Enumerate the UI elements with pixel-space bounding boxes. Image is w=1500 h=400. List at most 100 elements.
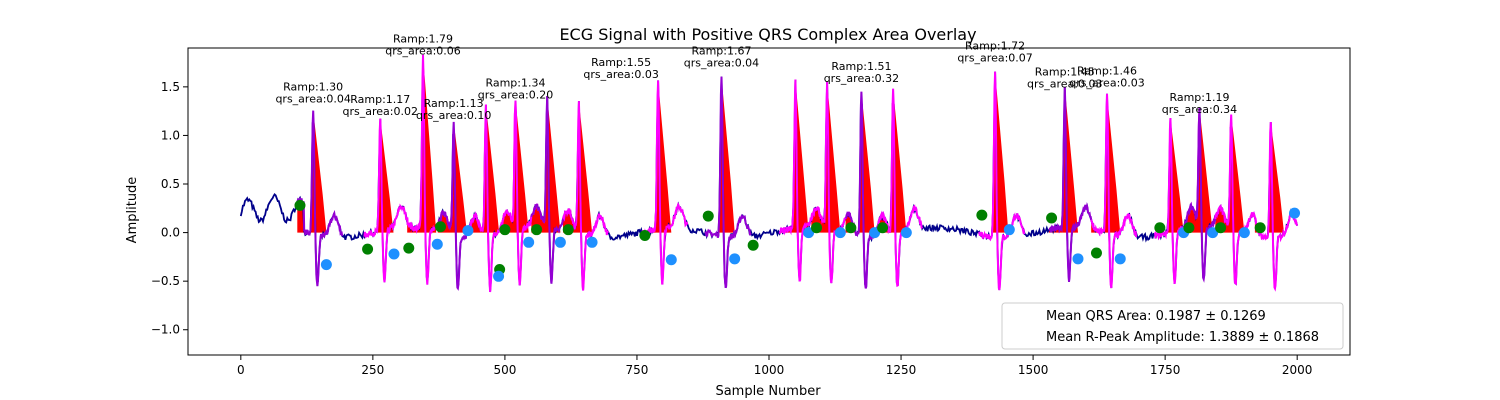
x-tick-label: 1000 <box>754 363 785 377</box>
qrs-segment-line <box>876 88 924 288</box>
beat-annotation-text: Ramp:1.45 <box>1035 66 1095 79</box>
qrs-segment-line <box>704 76 752 289</box>
qrs-onset-point <box>562 224 574 236</box>
beat-annotation-text: Ramp:1.30 <box>283 80 343 93</box>
qrs-offset-point <box>523 236 535 248</box>
ecg-lines <box>239 54 1299 293</box>
beat-annotation-text: Ramp:1.13 <box>424 97 484 110</box>
qrs-onset-point <box>639 230 651 242</box>
qrs-area-fill <box>979 71 1009 233</box>
axes: 0 250 500 750 1000 1250 1500 1750 2000 −1.0 −0.5 0.… <box>151 47 1351 377</box>
beat-annotation-text: qrs_area:0.10 <box>416 109 491 122</box>
qrs-area-fill <box>563 101 593 233</box>
qrs-area-fill <box>297 110 327 233</box>
qrs-area-fill <box>845 91 875 233</box>
beat-annotation-text: qrs_area:0.04 <box>275 92 350 105</box>
beat-annotation-text: Ramp:1.51 <box>831 60 891 73</box>
beat-annotation-text: qrs_area:0.34 <box>1162 103 1237 116</box>
legend-entry-qrs-area: Mean QRS Area: 0.1987 ± 0.1269 <box>1046 309 1266 324</box>
beat-annotation-text: qrs_area:0.04 <box>684 56 759 69</box>
beat-annotation-text: Ramp:1.46 <box>1077 65 1137 78</box>
qrs-segment-line <box>1048 87 1095 282</box>
beat-annotation-text: Ramp:1.17 <box>350 93 410 106</box>
qrs-offset-point <box>803 227 815 239</box>
qrs-area-fill <box>877 88 907 233</box>
qrs-onset-point <box>531 224 543 236</box>
qrs-offset-point <box>586 236 598 248</box>
beat-annotation-text: Ramp:1.34 <box>485 76 545 89</box>
qrs-offset-point <box>869 227 881 239</box>
beat-annotation-text: qrs_area:0.02 <box>343 105 418 118</box>
qrs-area-fill <box>531 96 561 233</box>
qrs-onset-point <box>1046 212 1058 224</box>
qrs-offset-point <box>1207 227 1219 239</box>
qrs-onset-point <box>1215 222 1227 234</box>
qrs-segment-line <box>1214 114 1262 286</box>
beat-annotation-text: Ramp:1.19 <box>1169 91 1229 104</box>
legend-box <box>1001 302 1344 350</box>
qrs-offset-point <box>1289 207 1301 219</box>
qrs-area-fill <box>499 100 529 233</box>
qrs-segment-line <box>978 71 1026 291</box>
x-tick-label: 500 <box>493 363 516 377</box>
qrs-onset-point <box>294 199 306 211</box>
qrs-segment-line <box>562 101 609 291</box>
qrs-onset-point <box>845 222 857 234</box>
qrs-offset-point <box>729 253 741 265</box>
qrs-segment-line <box>641 80 689 285</box>
qrs-offset-point <box>834 227 846 239</box>
qrs-offset-point <box>1114 253 1126 265</box>
qrs-onset-point <box>499 224 511 236</box>
beat-annotation-text: qrs_area:0.20 <box>478 88 553 101</box>
qrs-area-fill <box>1254 122 1284 233</box>
qrs-offset-point <box>1238 227 1250 239</box>
y-tick-label: 1.0 <box>161 128 180 142</box>
qrs-offset-point <box>900 227 912 239</box>
qrs-area-fill <box>705 76 735 233</box>
qrs-onset-point <box>1183 222 1195 234</box>
qrs-onset-point <box>811 222 823 234</box>
qrs-offset-point <box>554 236 566 248</box>
qrs-area-fill <box>779 79 809 233</box>
qrs-onset-point <box>976 209 988 221</box>
qrs-onset-point <box>403 242 415 254</box>
qrs-offset-point <box>1072 253 1084 265</box>
qrs-area-fill <box>364 118 394 233</box>
beat-annotation-text: qrs_area:0.07 <box>957 51 1032 64</box>
qrs-offset-point <box>493 270 505 282</box>
x-tick-label: 1750 <box>1150 363 1181 377</box>
qrs-area-fill <box>1048 87 1078 233</box>
qrs-onset-point <box>362 243 374 255</box>
beat-annotation-text: Ramp:1.72 <box>965 39 1025 52</box>
x-tick-label: 1500 <box>1018 363 1049 377</box>
x-tick-label: 750 <box>626 363 649 377</box>
beat-annotation-text: qrs_area:0.06 <box>385 45 460 58</box>
qrs-onset-point <box>747 239 759 251</box>
qrs-offset-point <box>462 225 474 237</box>
y-tick-label: −0.5 <box>151 274 180 288</box>
qrs-segment-line <box>296 110 344 287</box>
qrs-onset-point <box>1090 247 1102 259</box>
beat-annotation-text: qrs_area:0.32 <box>824 72 899 85</box>
qrs-offset-point <box>665 254 677 266</box>
onset-offset-markers <box>294 199 1301 282</box>
x-tick-label: 0 <box>237 363 245 377</box>
qrs-area-fill <box>1091 93 1121 233</box>
legend: Mean QRS Area: 0.1987 ± 0.1269 Mean R-Pe… <box>1001 302 1344 350</box>
x-tick-label: 250 <box>361 363 384 377</box>
beat-annotation-text: qrs_area:0.03 <box>1069 77 1144 90</box>
qrs-onset-point <box>1254 222 1266 234</box>
qrs-area-fill <box>407 54 437 233</box>
qrs-onset-point <box>1154 222 1166 234</box>
x-tick-label: 1250 <box>886 363 917 377</box>
qrs-offset-point <box>388 248 400 260</box>
qrs-onset-point <box>877 222 889 234</box>
beat-annotation-text: qrs_area:0.03 <box>1027 78 1102 91</box>
x-axis-label: Sample Number <box>715 384 821 399</box>
qrs-area-fill <box>470 104 500 233</box>
legend-entry-r-peak: Mean R-Peak Amplitude: 1.3889 ± 0.1868 <box>1046 330 1319 345</box>
qrs-offset-point <box>431 238 443 250</box>
beat-annotation-text: Ramp:1.55 <box>591 56 651 69</box>
